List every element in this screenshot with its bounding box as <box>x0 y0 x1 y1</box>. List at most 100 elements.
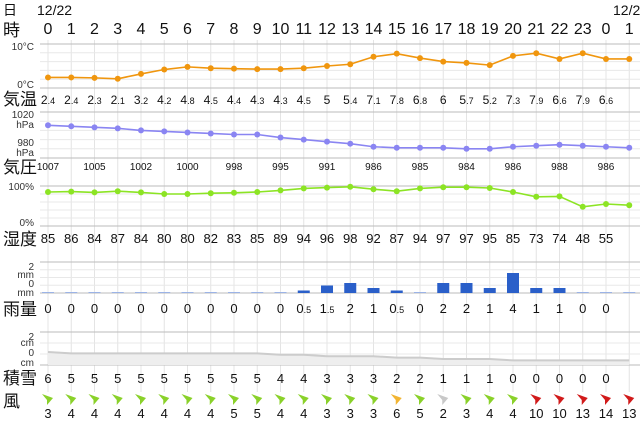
humidity-point <box>510 189 516 195</box>
wind-speed-label: 3 <box>370 406 377 421</box>
pressure-point <box>440 144 447 151</box>
hour-label: 11 <box>295 21 312 38</box>
pressure-value-label: 1007 <box>37 162 60 173</box>
humidity-point <box>603 201 609 207</box>
rain-value-label: 0 <box>277 301 284 316</box>
pressure-point <box>207 130 214 137</box>
hour-label: 22 <box>551 21 569 38</box>
rain-value-label: 2 <box>463 301 470 316</box>
snow-value-label: 0 <box>509 371 516 386</box>
rain-value-label: 0 <box>207 301 214 316</box>
humidity-point <box>417 185 423 192</box>
wind-direction-icon <box>42 394 53 405</box>
rain-bar <box>344 283 357 293</box>
hour-label: 4 <box>137 21 146 38</box>
pressure-point <box>393 144 400 151</box>
snow-value-label: 6 <box>44 371 51 386</box>
wind-speed-label: 4 <box>114 406 121 421</box>
temp-point <box>417 55 423 62</box>
wind-direction-icon <box>297 394 309 405</box>
humidity-value-label: 84 <box>134 231 148 246</box>
temp-value-label: 4.3 <box>273 93 287 107</box>
humidity-point <box>533 193 540 200</box>
snow-value-label: 5 <box>207 371 214 386</box>
wind-speed-label: 5 <box>254 406 261 421</box>
pressure-value-label: 986 <box>505 162 522 173</box>
rain-bar <box>135 292 147 293</box>
wind-direction-icon <box>600 394 611 405</box>
humidity-point <box>68 188 75 195</box>
humidity-value-label: 48 <box>576 231 590 246</box>
rain-tick-label: 0 <box>28 279 34 290</box>
temp-point <box>486 62 493 69</box>
temp-point <box>393 50 400 57</box>
snow-value-label: 1 <box>463 371 470 386</box>
label-snow: 積雪 <box>3 369 37 388</box>
snow-value-label: 1 <box>440 371 447 386</box>
wind-speed-label: 3 <box>323 406 330 421</box>
wind-direction-icon <box>483 394 495 405</box>
label-day: 日 <box>3 2 17 18</box>
temp-value-label: 4.5 <box>204 93 218 107</box>
wind-speed-label: 4 <box>161 406 168 421</box>
hour-label: 6 <box>183 21 192 38</box>
label-pressure: 気圧 <box>3 158 37 177</box>
humidity-series-line <box>47 185 630 208</box>
rain-value-label: 2 <box>440 301 447 316</box>
wind-direction-icon <box>228 394 239 405</box>
wind-speed-label: 4 <box>486 406 493 421</box>
rain-bar <box>111 292 124 293</box>
temp-point <box>277 66 284 73</box>
temp-point <box>440 58 447 65</box>
pressure-point <box>463 145 470 152</box>
rain-value-label: 0 <box>91 301 98 316</box>
humidity-value-label: 80 <box>180 231 194 246</box>
hour-label: 7 <box>206 21 215 38</box>
temp-value-label: 4.2 <box>157 93 171 107</box>
temp-point <box>45 74 51 81</box>
pressure-point <box>300 136 307 143</box>
rain-bar <box>414 292 426 293</box>
humidity-value-label: 86 <box>64 231 78 246</box>
rain-bar <box>251 292 264 293</box>
humidity-point <box>277 187 284 194</box>
wind-direction-icon <box>414 394 425 405</box>
date-label-first: 12/22 <box>37 2 73 18</box>
rain-bar <box>297 290 310 293</box>
wind-speed-label: 4 <box>277 406 284 421</box>
temp-value-label: 4.3 <box>250 93 264 107</box>
wind-direction-icon <box>390 394 402 405</box>
rain-value-label: 0 <box>416 301 423 316</box>
snow-area <box>48 352 630 365</box>
wind-direction-icon <box>576 394 588 405</box>
wind-speed-label: 3 <box>463 406 470 421</box>
snow-value-label: 0 <box>579 371 586 386</box>
snow-tick-label: 0 <box>28 348 34 359</box>
pressure-value-label: 1000 <box>176 162 199 173</box>
humidity-point <box>207 190 214 197</box>
rain-value-label: 0 <box>161 301 168 316</box>
temp-tick-label: 0°C <box>17 80 34 91</box>
pressure-tick-label: hPa <box>16 148 34 159</box>
wind-direction-icon <box>623 394 635 405</box>
hour-label: 8 <box>230 21 239 38</box>
pressure-point <box>254 131 261 138</box>
wind-direction-icon <box>204 394 216 405</box>
temp-value-label: 6.6 <box>552 93 566 107</box>
wind-direction-icon <box>460 394 472 405</box>
humidity-tick-label: 0% <box>20 218 35 229</box>
hour-label: 9 <box>253 21 262 38</box>
pressure-point <box>45 122 51 129</box>
temp-value-label: 2.4 <box>64 93 78 107</box>
humidity-point <box>440 184 447 191</box>
pressure-value-label: 995 <box>272 162 289 173</box>
humidity-value-label: 85 <box>41 231 55 246</box>
temp-point <box>556 55 563 62</box>
temp-point <box>533 50 540 57</box>
temp-point <box>184 63 191 70</box>
hour-label: 20 <box>504 21 522 38</box>
hour-label: 1 <box>67 21 76 38</box>
humidity-point <box>114 188 121 195</box>
humidity-value-label: 87 <box>390 231 404 246</box>
temp-point <box>370 53 377 60</box>
